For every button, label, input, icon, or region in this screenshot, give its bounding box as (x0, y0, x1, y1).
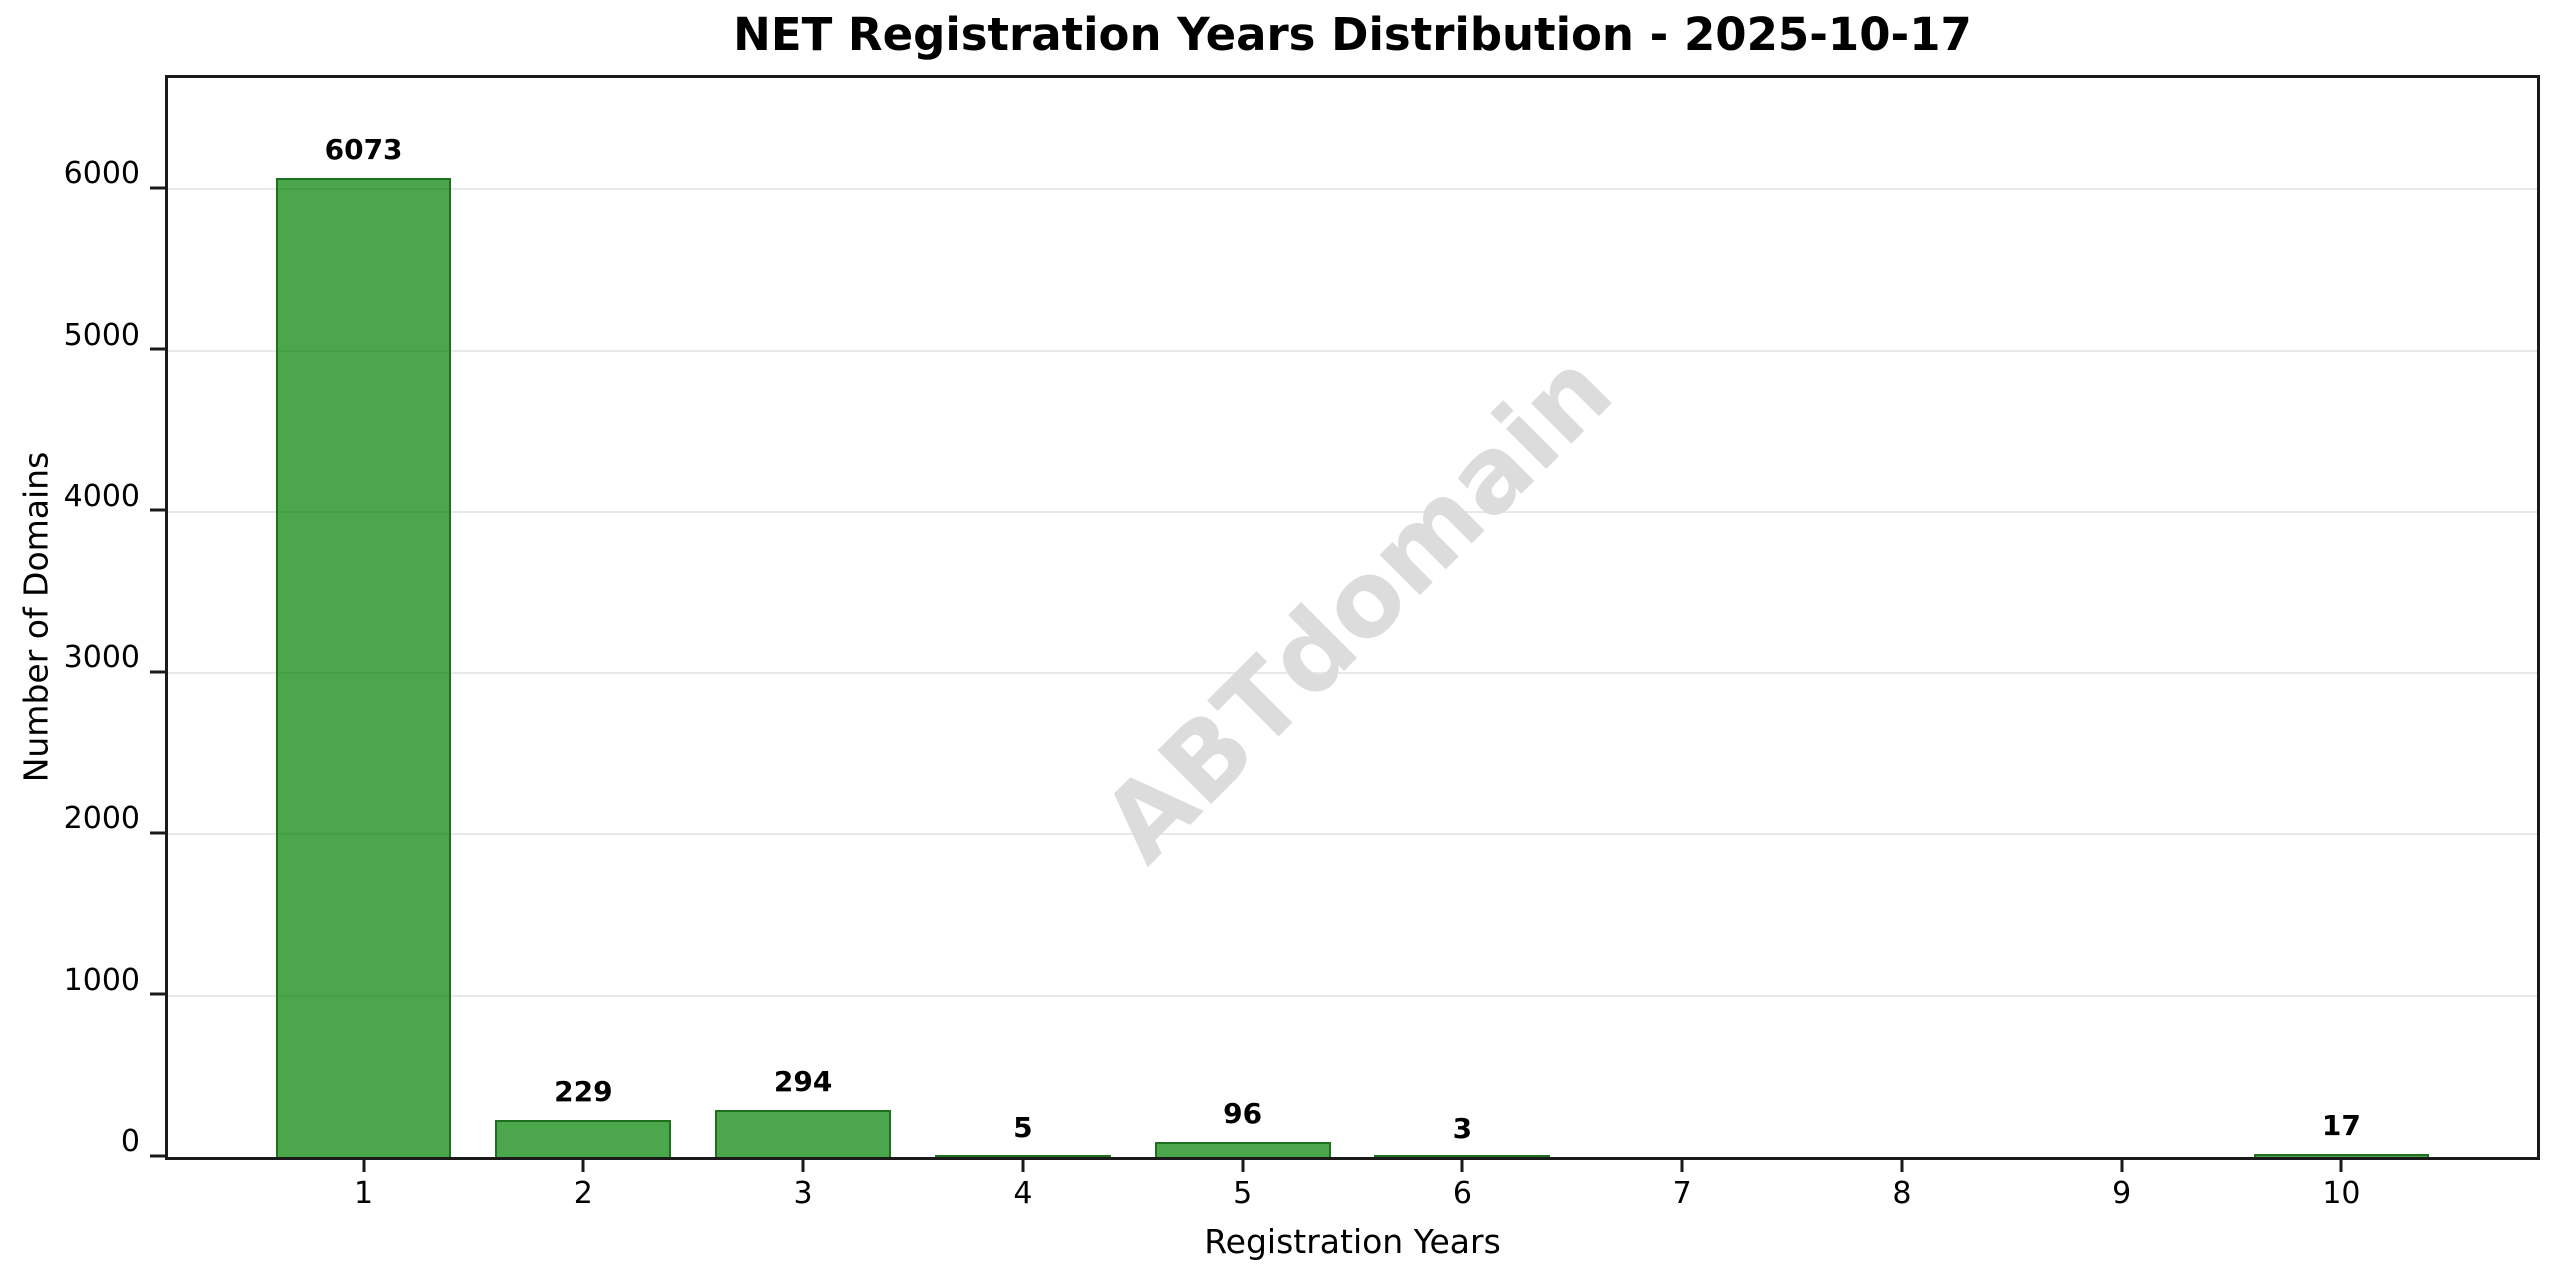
x-tick-label-3: 3 (793, 1176, 813, 1211)
x-tick-label-9: 9 (2112, 1176, 2132, 1211)
gridline-y-4000 (168, 510, 2537, 513)
bar-value-label-3: 294 (773, 1064, 833, 1098)
y-tick-mark (150, 508, 165, 512)
y-tick-mark (150, 347, 165, 351)
bar-year-3 (715, 1109, 891, 1157)
y-tick-label: 6000 (63, 156, 140, 192)
gridline-y-3000 (168, 672, 2537, 675)
x-tick-label-2: 2 (573, 1176, 593, 1211)
watermark-text: ABTdomain (1079, 328, 1636, 885)
y-tick-mark (150, 670, 165, 674)
x-tick-mark (2120, 1157, 2124, 1172)
y-tick-label: 4000 (63, 478, 140, 514)
x-tick-mark (1021, 1157, 1025, 1172)
x-tick-label-4: 4 (1013, 1176, 1033, 1211)
y-tick-label: 3000 (63, 640, 140, 676)
bar-value-label-2: 229 (554, 1075, 613, 1109)
x-axis-title: Registration Years (1204, 1222, 1501, 1261)
x-tick-mark (1460, 1157, 1464, 1172)
y-axis-title: Number of Domains (16, 451, 56, 783)
y-tick-mark (150, 992, 165, 996)
x-tick-mark (801, 1157, 805, 1172)
x-tick-label-5: 5 (1233, 1176, 1253, 1211)
bar-year-4 (934, 1155, 1111, 1157)
y-tick-mark (150, 831, 165, 835)
y-tick-mark (150, 186, 165, 190)
x-tick-mark (362, 1157, 366, 1172)
bar-year-6 (1374, 1155, 1551, 1157)
x-tick-mark (2339, 1157, 2343, 1172)
bar-value-label-1: 6073 (324, 132, 403, 166)
plot-area: ABTdomain 0 1000 2000 3000 4000 5000 6000 6073 1… (64, 75, 2540, 1209)
x-tick-label-1: 1 (354, 1176, 374, 1211)
bar-value-label-5: 96 (1223, 1096, 1263, 1130)
gridline-y-6000 (168, 188, 2537, 191)
x-tick-mark (1241, 1157, 1245, 1172)
bar-year-10 (2253, 1154, 2430, 1157)
y-tick-mark (150, 1154, 165, 1157)
x-tick-mark (1680, 1157, 1684, 1172)
y-tick-label: 2000 (63, 801, 140, 837)
x-tick-mark (581, 1157, 585, 1172)
bar-year-2 (495, 1120, 672, 1157)
x-tick-label-7: 7 (1672, 1176, 1692, 1211)
bar-year-5 (1154, 1141, 1331, 1157)
x-tick-mark (1900, 1157, 1904, 1172)
y-tick-label: 1000 (63, 962, 140, 998)
x-tick-label-8: 8 (1892, 1176, 1912, 1211)
gridline-y-2000 (168, 833, 2537, 836)
gridline-y-1000 (168, 994, 2537, 997)
y-tick-label: 0 (120, 1124, 140, 1159)
chart-title: NET Registration Years Distribution - 20… (733, 8, 1972, 61)
x-tick-label-10: 10 (2322, 1176, 2361, 1211)
y-tick-label: 5000 (63, 317, 140, 353)
plot-canvas: ABTdomain 0 1000 2000 3000 4000 5000 6000 6073 1… (64, 78, 2537, 1209)
gridline-y-5000 (168, 349, 2537, 352)
x-tick-label-6: 6 (1452, 1176, 1472, 1211)
bar-year-1 (275, 177, 452, 1157)
bar-value-label-10: 17 (2321, 1109, 2361, 1143)
bar-value-label-6: 3 (1452, 1111, 1473, 1145)
bar-value-label-4: 5 (1013, 1111, 1033, 1145)
